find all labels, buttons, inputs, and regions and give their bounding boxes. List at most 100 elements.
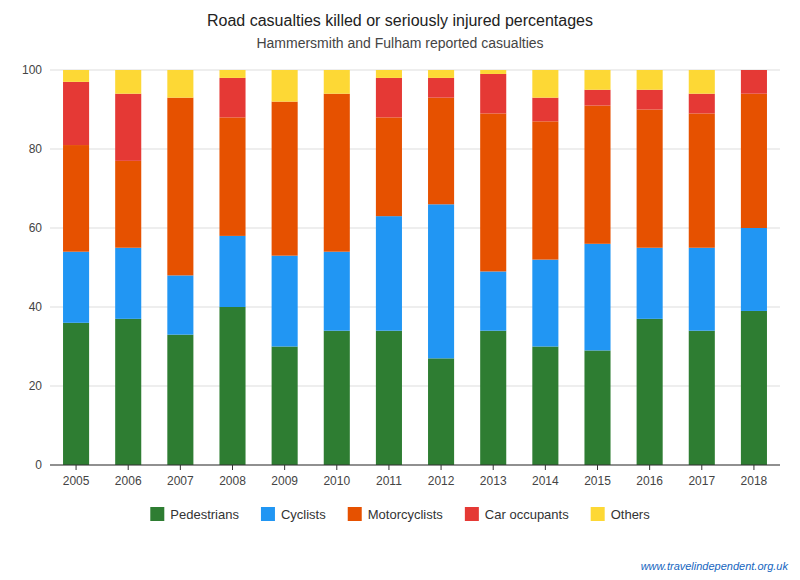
bar-segment <box>219 70 245 78</box>
x-tick <box>493 465 494 470</box>
x-tick-label: 2012 <box>428 474 455 488</box>
bar-segment <box>584 244 610 351</box>
x-tick <box>753 465 754 470</box>
x-axis-line <box>50 465 780 466</box>
bar-segment <box>272 70 298 102</box>
x-tick-label: 2008 <box>219 474 246 488</box>
bar-segment <box>689 331 715 465</box>
bar-segment <box>115 94 141 161</box>
bar-segment <box>532 98 558 122</box>
bar-segment <box>167 98 193 276</box>
legend-item: Car occupants <box>465 507 569 522</box>
bar-segment <box>428 78 454 98</box>
bar-segment <box>428 358 454 465</box>
grid-line <box>50 307 780 308</box>
x-tick-label: 2006 <box>115 474 142 488</box>
bar-segment <box>689 70 715 94</box>
bar-segment <box>480 70 506 74</box>
legend-item: Cyclists <box>261 507 326 522</box>
bar-segment <box>63 323 89 465</box>
x-tick <box>284 465 285 470</box>
x-tick-label: 2007 <box>167 474 194 488</box>
bar-segment <box>115 248 141 319</box>
legend-item: Pedestrians <box>150 507 239 522</box>
x-tick <box>128 465 129 470</box>
bar-segment <box>584 106 610 244</box>
bar-segment <box>219 78 245 118</box>
bar-segment <box>584 350 610 465</box>
y-tick-label: 20 <box>29 379 43 393</box>
legend: Pedestrians Cyclists Motorcyclists Car occu… <box>150 507 650 522</box>
bar-segment <box>63 145 89 252</box>
bar-segment <box>167 275 193 334</box>
bar-segment <box>167 335 193 465</box>
bar-segment <box>115 70 141 94</box>
bar-segment <box>480 331 506 465</box>
bar-segment <box>63 70 89 82</box>
bar-segment <box>480 271 506 330</box>
bar-segment <box>428 98 454 205</box>
y-axis: 020406080100 <box>22 63 780 472</box>
bar-segment <box>532 121 558 259</box>
bar-segment <box>428 204 454 358</box>
bar-segment <box>219 307 245 465</box>
chart: Road casualties killed or seriously inju… <box>0 0 800 580</box>
bar-segment <box>428 70 454 78</box>
x-tick-label: 2014 <box>532 474 559 488</box>
bar-segment <box>637 319 663 465</box>
grid-line <box>50 386 780 387</box>
bar-segment <box>376 216 402 331</box>
bar-segment <box>324 94 350 252</box>
bar-segment <box>689 113 715 247</box>
bar-segment <box>741 311 767 465</box>
bar-segment <box>376 78 402 118</box>
x-tick <box>597 465 598 470</box>
bar-segment <box>376 331 402 465</box>
x-tick-label: 2016 <box>636 474 663 488</box>
legend-label: Car occupants <box>485 507 569 522</box>
title: Road casualties killed or seriously inju… <box>207 12 593 29</box>
grid-line <box>50 149 780 150</box>
legend-label: Others <box>611 507 651 522</box>
legend-item: Others <box>591 507 651 522</box>
x-tick <box>649 465 650 470</box>
bar-segment <box>63 82 89 145</box>
x-tick-label: 2018 <box>741 474 768 488</box>
x-tick <box>545 465 546 470</box>
bar-segment <box>584 70 610 90</box>
x-tick <box>76 465 77 470</box>
bar-segment <box>324 331 350 465</box>
legend-label: Pedestrians <box>170 507 239 522</box>
bar-segment <box>115 161 141 248</box>
bar-segment <box>689 94 715 114</box>
bar-segment <box>532 70 558 98</box>
bar-segment <box>376 117 402 216</box>
y-tick-label: 100 <box>22 63 42 77</box>
x-tick <box>336 465 337 470</box>
y-tick-label: 0 <box>35 458 42 472</box>
grid-line <box>50 465 780 466</box>
legend-swatch <box>150 507 164 521</box>
bar-segment <box>741 70 767 94</box>
x-tick-label: 2011 <box>376 474 402 488</box>
bar-segment <box>741 70 767 71</box>
x-tick-label: 2009 <box>271 474 298 488</box>
legend-item: Motorcyclists <box>348 507 444 522</box>
subtitle: Hammersmith and Fulham reported casualti… <box>256 35 543 51</box>
bar-segment <box>532 260 558 347</box>
bar-segment <box>637 90 663 110</box>
x-tick-label: 2015 <box>584 474 611 488</box>
x-tick-label: 2005 <box>63 474 90 488</box>
x-tick <box>441 465 442 470</box>
watermark: www.travelindependent.org.uk <box>641 560 789 572</box>
bar-segment <box>741 228 767 311</box>
bar-segment <box>167 70 193 98</box>
y-tick-label: 80 <box>29 142 43 156</box>
bars <box>63 70 767 465</box>
x-tick-label: 2010 <box>323 474 350 488</box>
grid-line <box>50 228 780 229</box>
x-tick-label: 2017 <box>688 474 715 488</box>
grid-line <box>50 70 780 71</box>
legend-swatch <box>348 507 362 521</box>
bar-segment <box>324 252 350 331</box>
